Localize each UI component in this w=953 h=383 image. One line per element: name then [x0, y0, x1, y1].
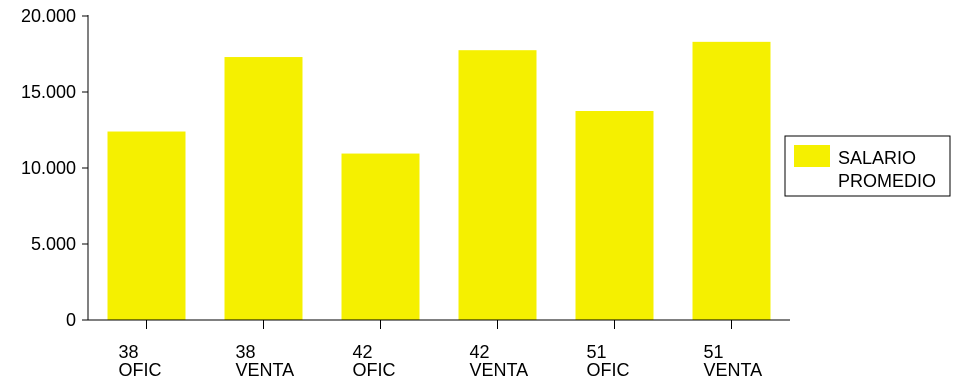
x-tick-label: VENTA: [470, 360, 529, 380]
bar-38-ofic: [107, 131, 186, 320]
bar-51-ofic: [575, 111, 654, 320]
x-tick-label: OFIC: [587, 360, 630, 380]
bar-51-venta: [692, 41, 771, 321]
x-tick-label: OFIC: [119, 360, 162, 380]
y-tick-label: 10.000: [21, 158, 76, 178]
legend: SALARIO PROMEDIO: [784, 135, 951, 197]
bar-42-ofic: [341, 153, 420, 320]
y-axis-ticks: 0 5.000 10.000 15.000 20.000: [21, 6, 88, 330]
bar-38-venta: [224, 57, 303, 320]
x-tick-label: 51: [587, 342, 607, 362]
bars: [107, 41, 771, 321]
x-tick-label: VENTA: [236, 360, 295, 380]
x-tick-label: 38: [236, 342, 256, 362]
y-tick-label: 5.000: [31, 234, 76, 254]
legend-label-line-1: SALARIO: [838, 148, 916, 168]
legend-swatch: [794, 145, 830, 167]
y-tick-label: 20.000: [21, 6, 76, 26]
x-tick-label: 51: [704, 342, 724, 362]
x-tick-label: 38: [119, 342, 139, 362]
y-tick-label: 0: [66, 310, 76, 330]
x-tick-label: 42: [353, 342, 373, 362]
x-tick-label: VENTA: [704, 360, 763, 380]
x-tick-label: 42: [470, 342, 490, 362]
y-tick-label: 15.000: [21, 82, 76, 102]
legend-label-line-2: PROMEDIO: [838, 171, 936, 191]
bar-42-venta: [458, 50, 537, 320]
x-tick-label: OFIC: [353, 360, 396, 380]
